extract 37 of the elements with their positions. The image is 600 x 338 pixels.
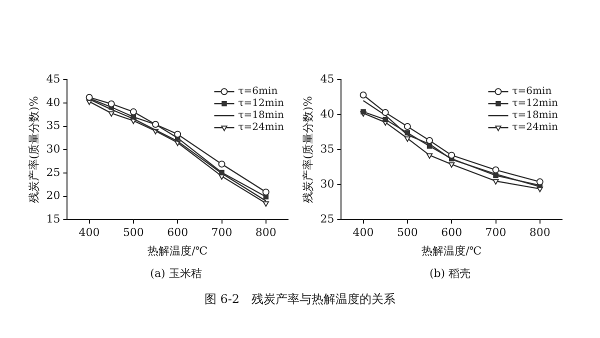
x-tick-label: 600 bbox=[441, 226, 462, 240]
x-tick-label: 400 bbox=[352, 226, 374, 240]
y-tick-label: 40 bbox=[46, 96, 60, 109]
legend-label: τ=6min bbox=[238, 86, 278, 98]
y-tick-label: 45 bbox=[46, 72, 60, 86]
y-tick-label: 25 bbox=[320, 212, 334, 226]
caption: 图 6-2 残炭产率与热解温度的关系 bbox=[203, 291, 397, 308]
x-tick-label: 800 bbox=[255, 226, 276, 240]
y-tick-label: 40 bbox=[320, 107, 334, 120]
y-tick-label: 25 bbox=[46, 166, 60, 179]
text: (b) 稻壳 bbox=[428, 266, 472, 281]
y-axis-title: 残炭产率(质量分数)% bbox=[301, 96, 314, 204]
legend-label: τ=12min bbox=[238, 98, 285, 110]
legend-label: τ=12min bbox=[512, 98, 559, 110]
legend-label: τ=24min bbox=[512, 122, 559, 134]
y-tick-label: 30 bbox=[320, 177, 334, 190]
legend-label: τ=24min bbox=[238, 122, 285, 134]
x-tick-label: 400 bbox=[78, 226, 100, 240]
x-axis-title: 热解温度/℃ bbox=[422, 244, 482, 258]
x-tick-label: 500 bbox=[122, 226, 144, 240]
legend-label: τ=6min bbox=[512, 86, 552, 98]
legend-label: τ=18min bbox=[238, 110, 285, 122]
y-tick-label: 15 bbox=[46, 212, 60, 226]
x-tick-label: 500 bbox=[396, 226, 418, 240]
x-tick-label: 700 bbox=[485, 226, 506, 240]
x-tick-label: 700 bbox=[211, 226, 232, 240]
legend-label: τ=18min bbox=[512, 110, 559, 122]
y-tick-label: 45 bbox=[320, 72, 334, 86]
y-tick-label: 35 bbox=[320, 142, 334, 156]
y-tick-label: 30 bbox=[46, 142, 60, 156]
text: (a) 玉米秸 bbox=[149, 266, 203, 281]
y-axis-title: 残炭产率(质量分数)% bbox=[27, 96, 40, 204]
x-tick-label: 800 bbox=[529, 226, 550, 240]
y-tick-label: 35 bbox=[46, 119, 60, 132]
y-tick-label: 20 bbox=[46, 189, 60, 202]
x-axis-title: 热解温度/℃ bbox=[148, 244, 208, 258]
x-tick-label: 600 bbox=[167, 226, 188, 240]
